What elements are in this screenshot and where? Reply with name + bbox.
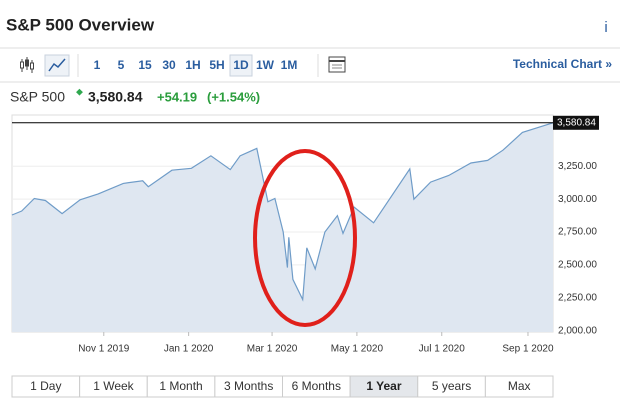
live-dot: ◆ [76,86,83,96]
range-label[interactable]: 3 Months [224,379,273,393]
interval-button[interactable]: 1D [233,58,249,72]
price-tag [553,115,599,130]
y-tick-label: 3,250.00 [558,161,597,172]
y-tick-label: 3,000.00 [558,194,597,205]
interval-button[interactable]: 5 [118,58,125,72]
info-icon[interactable]: i [604,19,607,36]
x-tick-label: Jul 1 2020 [419,344,466,355]
interval-button[interactable]: 1M [281,58,298,72]
quote-change: +54.19 [157,89,197,104]
x-tick-label: Jan 1 2020 [164,344,214,355]
area [12,122,553,332]
calendar-icon[interactable] [328,56,346,73]
range-label[interactable]: 5 years [432,379,471,393]
quote-change-pct: (+1.54%) [207,89,260,104]
range-bar: 1 Day 1 Week 1 Month 3 Months 6 Months 1 Year… [11,375,554,398]
interval-bar: 1 5 15 30 1H 5H 1D 1W 1M [94,54,298,77]
interval-button[interactable]: 1 [94,58,101,72]
interval-button[interactable]: 15 [138,58,152,72]
technical-chart-link[interactable]: Technical Chart » [513,57,612,71]
range-button[interactable] [484,375,554,398]
x-tick-label: Nov 1 2019 [78,344,130,355]
interval-selected [229,54,253,77]
interval-button[interactable]: 1W [256,58,275,72]
quote-price: 3,580.84 [88,89,143,105]
interval-button[interactable]: 1H [185,58,200,72]
interval-button[interactable]: 30 [162,58,176,72]
candle-icon[interactable] [20,57,34,73]
range-label[interactable]: 1 Year [366,379,401,393]
quote-name: S&P 500 [10,89,65,105]
y-tick-label: 2,750.00 [558,227,597,238]
x-tick-label: Sep 1 2020 [502,344,554,355]
range-label[interactable]: 1 Day [30,379,61,393]
y-tick-label: 2,250.00 [558,292,597,303]
highlight-ellipse [253,149,357,327]
x-tick-label: Mar 1 2020 [247,344,298,355]
y-tick-label: 2,000.00 [558,325,597,336]
page-title: S&P 500 Overview [6,15,155,34]
range-label[interactable]: Max [508,379,531,393]
range-label[interactable]: 1 Month [159,379,202,393]
price-tag-label: 3,580.84 [557,117,596,128]
x-tick-label: May 1 2020 [331,344,384,355]
y-tick-label: 2,500.00 [558,260,597,271]
interval-button[interactable]: 5H [209,58,224,72]
line [11,122,554,302]
chart: 2,000.00 2,250.00 2,500.00 2,750.00 3,000.00… [11,114,599,355]
range-label[interactable]: 6 Months [292,379,341,393]
range-label[interactable]: 1 Week [93,379,134,393]
line-icon [48,58,66,72]
